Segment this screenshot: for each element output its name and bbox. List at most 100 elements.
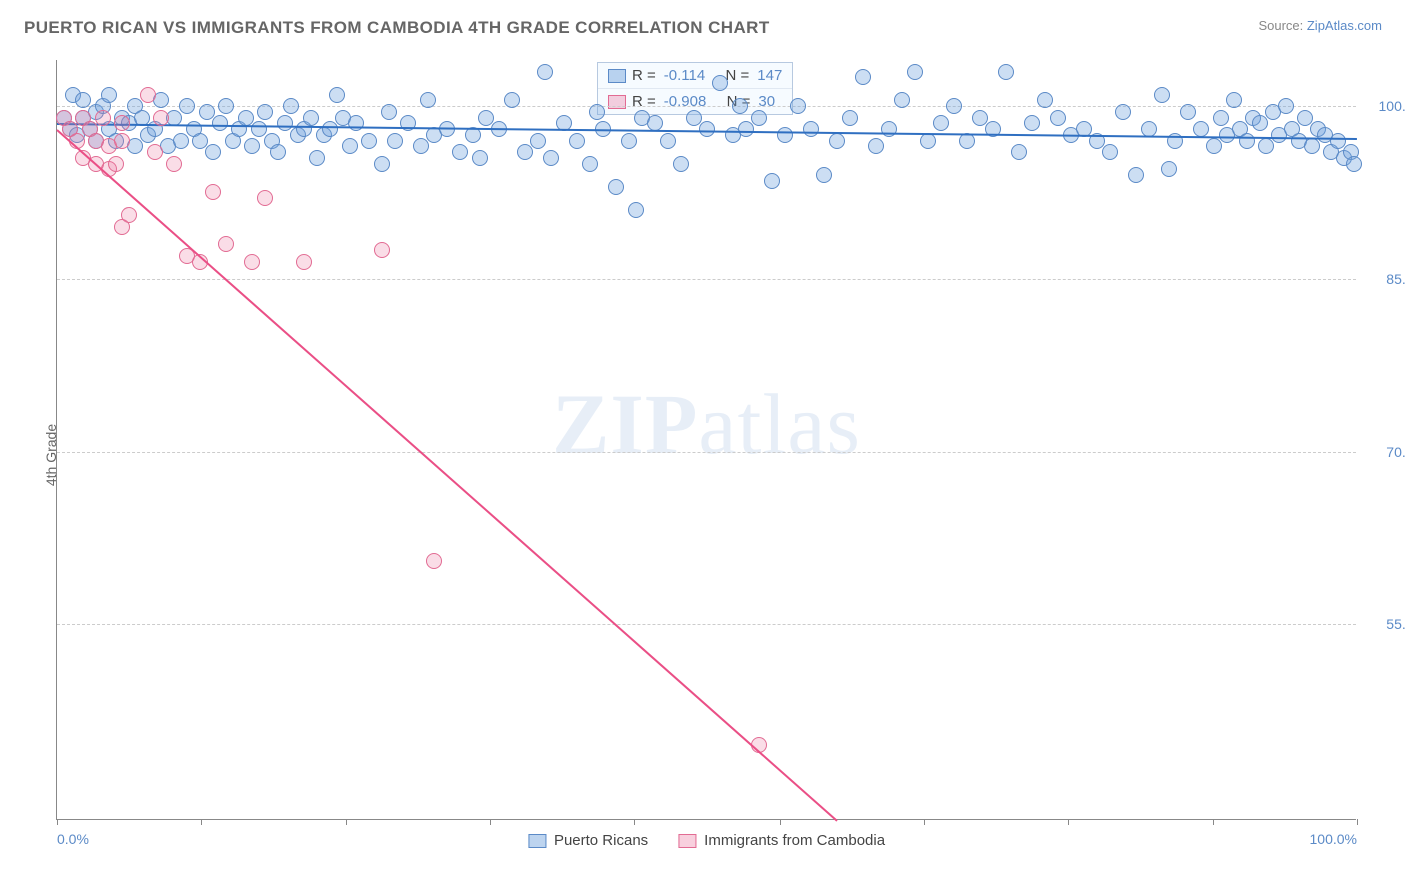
data-point [166,156,182,172]
x-tick [346,819,347,825]
x-tick [201,819,202,825]
data-point [244,254,260,270]
y-tick-label: 100.0% [1366,98,1406,114]
data-point [537,64,553,80]
y-tick-label: 70.0% [1366,444,1406,460]
data-point [426,553,442,569]
data-point [803,121,819,137]
data-point [147,144,163,160]
data-point [244,138,260,154]
data-point [1115,104,1131,120]
grid-line [57,279,1356,280]
data-point [303,110,319,126]
data-point [329,87,345,103]
data-point [381,104,397,120]
data-point [1258,138,1274,154]
source-label: Source: [1258,18,1306,33]
data-point [1304,138,1320,154]
data-point [251,121,267,137]
data-point [517,144,533,160]
grid-line [57,452,1356,453]
data-point [179,98,195,114]
data-point [1102,144,1118,160]
data-point [420,92,436,108]
data-point [257,190,273,206]
data-point [933,115,949,131]
data-point [173,133,189,149]
data-point [686,110,702,126]
bottom-legend: Puerto Ricans Immigrants from Cambodia [528,832,885,849]
data-point [1239,133,1255,149]
data-point [673,156,689,172]
grid-line [57,624,1356,625]
data-point [374,156,390,172]
data-point [283,98,299,114]
data-point [1278,98,1294,114]
data-point [257,104,273,120]
data-point [738,121,754,137]
data-point [205,184,221,200]
trend-line [56,129,837,821]
r-value-pink: -0.908 [664,93,707,110]
x-tick-label: 0.0% [57,831,89,847]
data-point [348,115,364,131]
watermark: ZIPatlas [552,374,861,474]
chart-container: 4th Grade ZIPatlas R = -0.114 N = 147 R … [48,60,1388,850]
data-point [296,254,312,270]
r-label: R = [632,67,656,84]
x-tick [57,819,58,825]
data-point [361,133,377,149]
data-point [504,92,520,108]
legend-item-pink: Immigrants from Cambodia [678,832,885,849]
r-label: R = [632,93,656,110]
data-point [712,75,728,91]
data-point [868,138,884,154]
data-point [829,133,845,149]
data-point [1297,110,1313,126]
data-point [790,98,806,114]
legend-item-blue: Puerto Ricans [528,832,648,849]
data-point [1180,104,1196,120]
data-point [140,87,156,103]
x-tick [924,819,925,825]
data-point [1154,87,1170,103]
correlation-legend-box: R = -0.114 N = 147 R = -0.908 N = 30 [597,62,793,115]
data-point [1011,144,1027,160]
x-tick-label: 100.0% [1310,831,1357,847]
y-tick-label: 55.0% [1366,616,1406,632]
data-point [881,121,897,137]
data-point [413,138,429,154]
data-point [530,133,546,149]
data-point [972,110,988,126]
data-point [452,144,468,160]
data-point [1206,138,1222,154]
x-tick [490,819,491,825]
data-point [108,156,124,172]
data-point [855,69,871,85]
legend-label-pink: Immigrants from Cambodia [704,832,885,849]
data-point [270,144,286,160]
data-point [732,98,748,114]
x-tick [634,819,635,825]
data-point [998,64,1014,80]
data-point [478,110,494,126]
data-point [309,150,325,166]
data-point [472,150,488,166]
source-link[interactable]: ZipAtlas.com [1307,18,1382,33]
data-point [543,150,559,166]
data-point [277,115,293,131]
data-point [205,144,221,160]
r-value-blue: -0.114 [664,67,705,84]
source-attribution: Source: ZipAtlas.com [1258,18,1382,33]
data-point [621,133,637,149]
data-point [322,121,338,137]
plot-area: ZIPatlas R = -0.114 N = 147 R = -0.908 N… [56,60,1356,820]
data-point [1024,115,1040,131]
legend-row-blue: R = -0.114 N = 147 [598,63,792,89]
n-value-pink: 30 [758,93,775,110]
data-point [101,87,117,103]
data-point [1213,110,1229,126]
data-point [342,138,358,154]
data-point [1050,110,1066,126]
data-point [628,202,644,218]
